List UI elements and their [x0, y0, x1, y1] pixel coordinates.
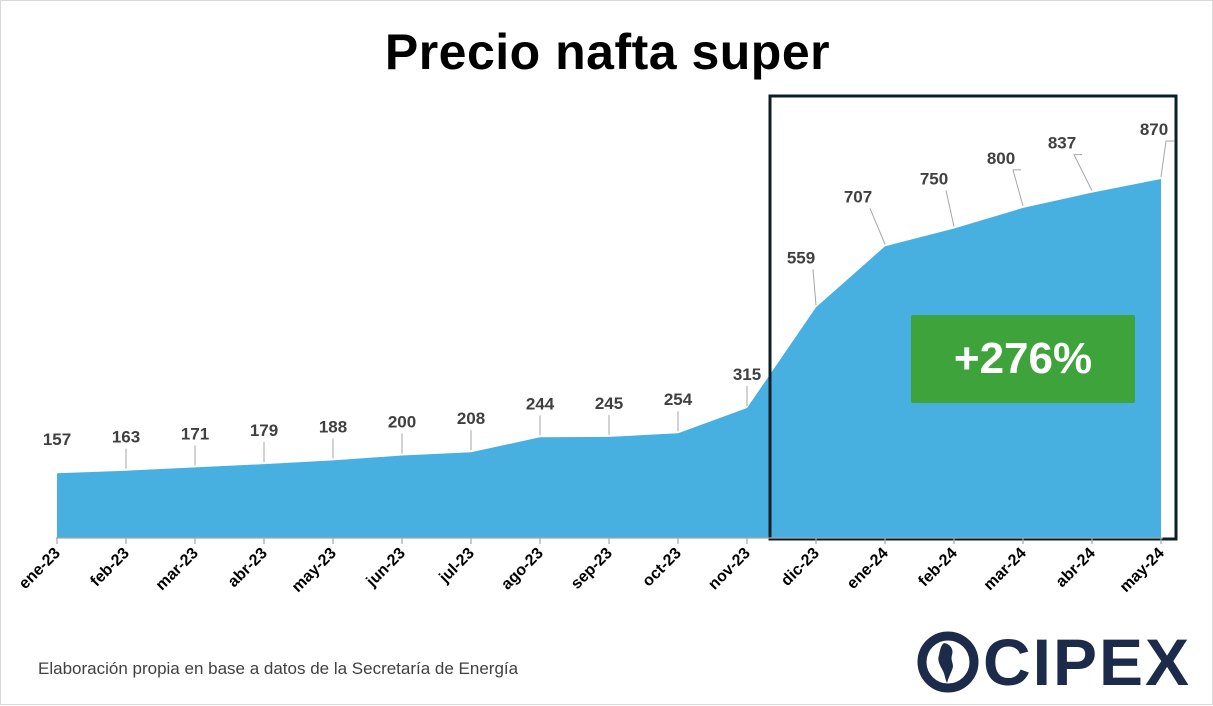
- value-label: 254: [664, 390, 693, 409]
- x-tick-label: abr-23: [225, 545, 271, 591]
- x-tick-label: ene-23: [16, 545, 64, 593]
- x-tick-label: feb-24: [915, 545, 960, 590]
- logo-text: CIPEX: [983, 625, 1192, 699]
- brand-logo: CIPEX: [917, 629, 1191, 695]
- value-label: 188: [319, 417, 347, 436]
- series-area: [57, 179, 1161, 538]
- value-label: 315: [733, 365, 761, 384]
- x-tick-label: abr-24: [1053, 545, 1099, 591]
- x-tick-label: oct-23: [639, 545, 684, 590]
- source-note: Elaboración propia en base a datos de la…: [38, 659, 519, 678]
- x-tick-label: ene-24: [844, 545, 892, 593]
- x-tick-label: ago-23: [498, 545, 547, 594]
- x-tick-label: jun-23: [363, 545, 409, 591]
- x-tick-label: mar-23: [153, 545, 202, 594]
- value-label: 200: [388, 412, 416, 431]
- x-tick-label: nov-23: [705, 545, 754, 594]
- highlight-frame: [768, 94, 1178, 541]
- value-label: 245: [595, 394, 623, 413]
- value-label: 244: [526, 394, 555, 413]
- value-label: 179: [250, 421, 278, 440]
- value-leader: [812, 269, 817, 306]
- value-label: 157: [43, 430, 71, 449]
- value-label: 707: [844, 187, 872, 206]
- x-tick-label: may-23: [289, 545, 340, 596]
- x-tick-label: mar-24: [981, 545, 1030, 594]
- value-label: 750: [920, 170, 948, 189]
- value-label: 800: [987, 149, 1015, 168]
- value-label: 163: [112, 428, 140, 447]
- value-leader: [869, 208, 886, 245]
- x-tick-label: feb-23: [87, 545, 132, 590]
- growth-badge: +276%: [911, 315, 1135, 403]
- x-tick-label: may-24: [1117, 545, 1168, 596]
- globe-o-icon: [917, 631, 979, 693]
- value-label: 171: [181, 424, 209, 443]
- chart-title: Precio nafta super: [384, 24, 831, 80]
- value-leader: [1012, 169, 1024, 207]
- value-label: 559: [787, 248, 815, 267]
- x-tick-label: sep-23: [568, 545, 616, 593]
- x-tick-label: dic-23: [778, 545, 823, 590]
- value-leader: [1073, 154, 1093, 191]
- value-label: 870: [1140, 120, 1168, 139]
- x-tick-label: jul-23: [436, 545, 478, 587]
- value-label: 837: [1048, 134, 1076, 153]
- value-label: 208: [457, 409, 485, 428]
- value-leader: [945, 190, 955, 227]
- value-leader: [1160, 140, 1174, 178]
